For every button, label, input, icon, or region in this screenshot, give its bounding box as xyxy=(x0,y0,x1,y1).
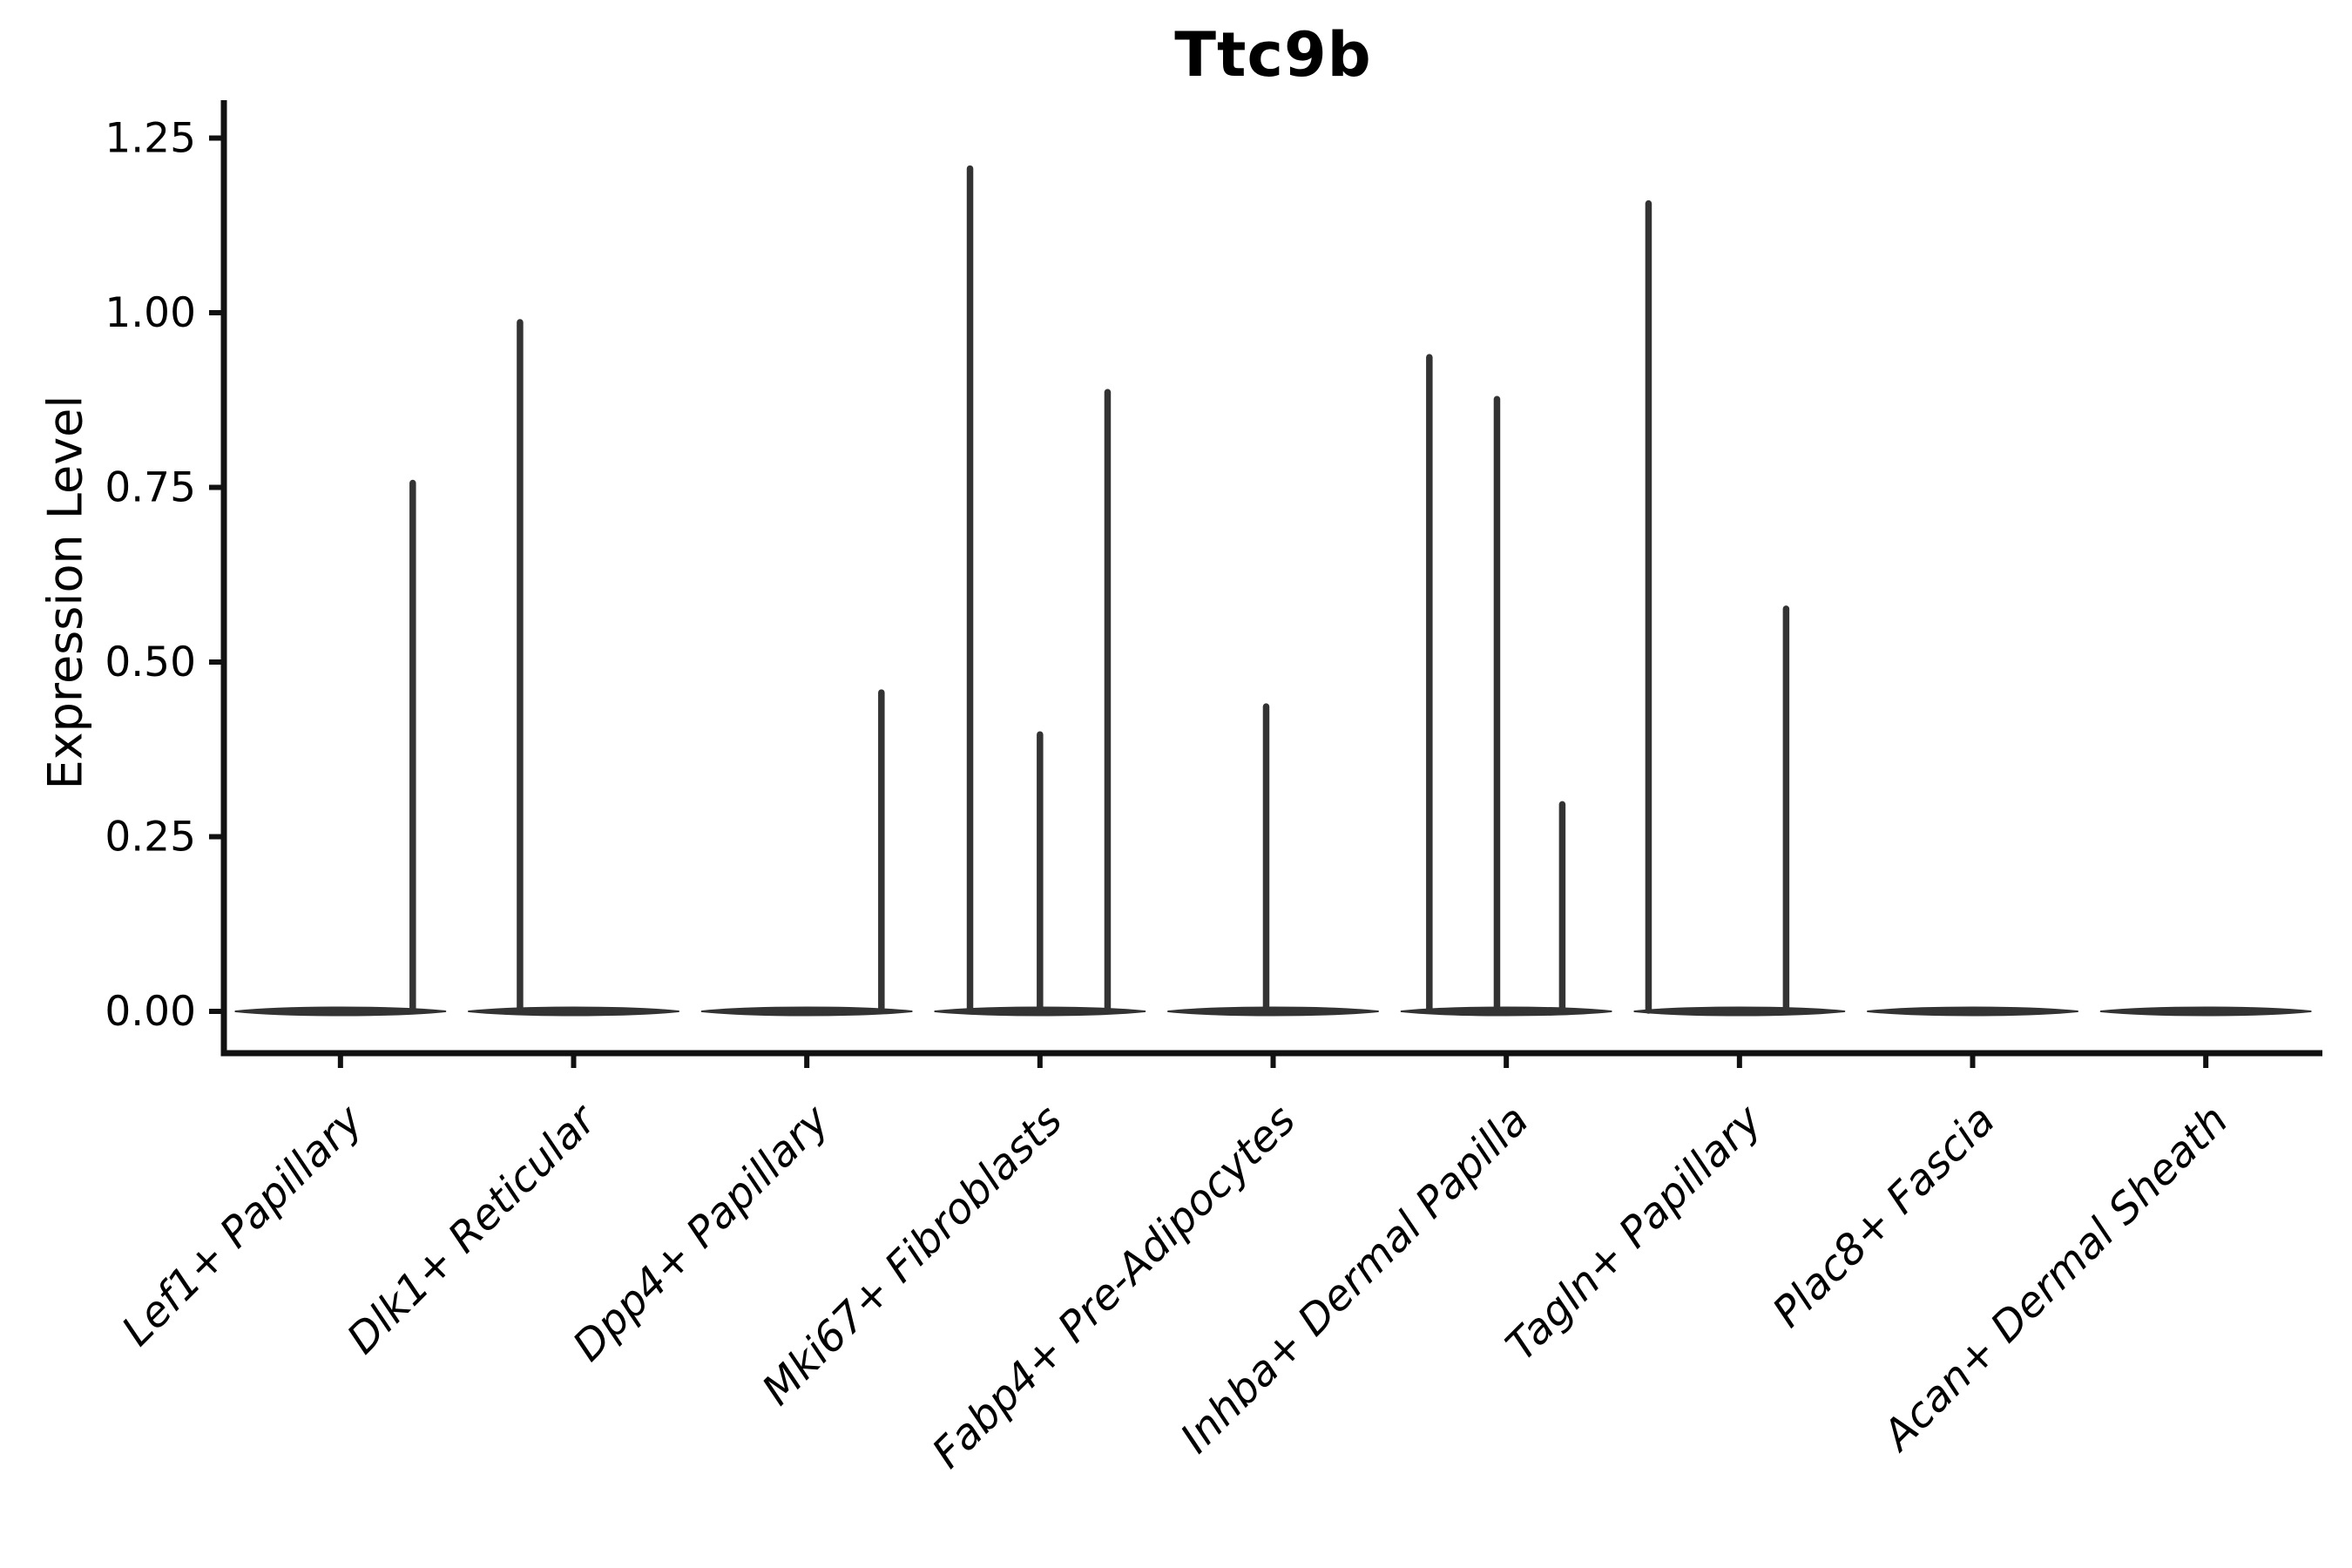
violin-baseline xyxy=(1867,1006,2078,1017)
x-category-label: Dpp4+ Papillary xyxy=(564,1095,839,1370)
y-tick-label: 0.75 xyxy=(105,464,196,512)
violin-baseline xyxy=(700,1006,913,1017)
x-category-label: Plac8+ Fascia xyxy=(1763,1096,2004,1337)
x-category-label: Tagln+ Papillary xyxy=(1497,1095,1772,1370)
y-tick-label: 0.50 xyxy=(105,639,196,686)
y-tick-label: 1.00 xyxy=(105,289,196,337)
y-tick-label: 0.25 xyxy=(105,814,196,862)
violin-baseline xyxy=(234,1006,447,1017)
violin-baseline xyxy=(468,1006,679,1017)
x-category-label: Dlk1+ Reticular xyxy=(338,1094,608,1364)
violin-baseline xyxy=(1400,1006,1612,1017)
violin-baseline xyxy=(1167,1006,1379,1017)
violin-baseline xyxy=(1633,1006,1846,1017)
violin-baseline xyxy=(2099,1006,2312,1017)
y-tick-label: 0.00 xyxy=(105,988,196,1036)
chart-title: Ttc9b xyxy=(1174,19,1372,91)
x-category-label: Lef1+ Papillary xyxy=(112,1095,373,1355)
y-tick-label: 1.25 xyxy=(105,115,196,163)
